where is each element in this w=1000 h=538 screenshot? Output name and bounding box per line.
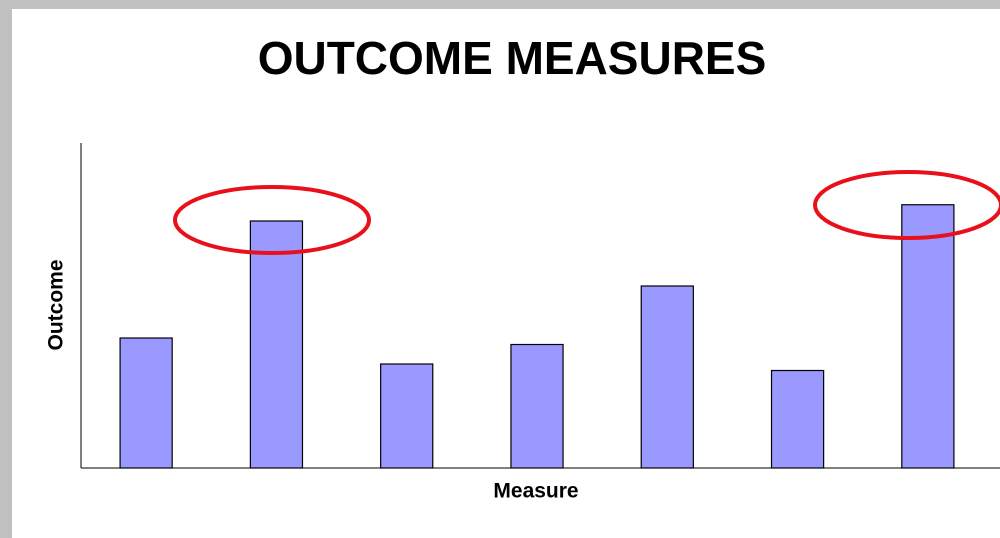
- bar: [249, 220, 304, 469]
- highlight-ellipse: [813, 170, 1000, 240]
- bar: [380, 363, 434, 469]
- slide: [12, 9, 1000, 538]
- bar: [901, 204, 955, 469]
- chart-title: OUTCOME MEASURES: [258, 32, 767, 84]
- bar: [510, 343, 564, 469]
- bar: [770, 369, 825, 469]
- highlight-ellipse: [173, 185, 371, 255]
- plot: [119, 204, 955, 469]
- bar: [640, 285, 694, 469]
- x-axis-label: Measure: [493, 480, 578, 503]
- y-axis-label: Outcome: [45, 259, 68, 350]
- bar: [119, 337, 173, 469]
